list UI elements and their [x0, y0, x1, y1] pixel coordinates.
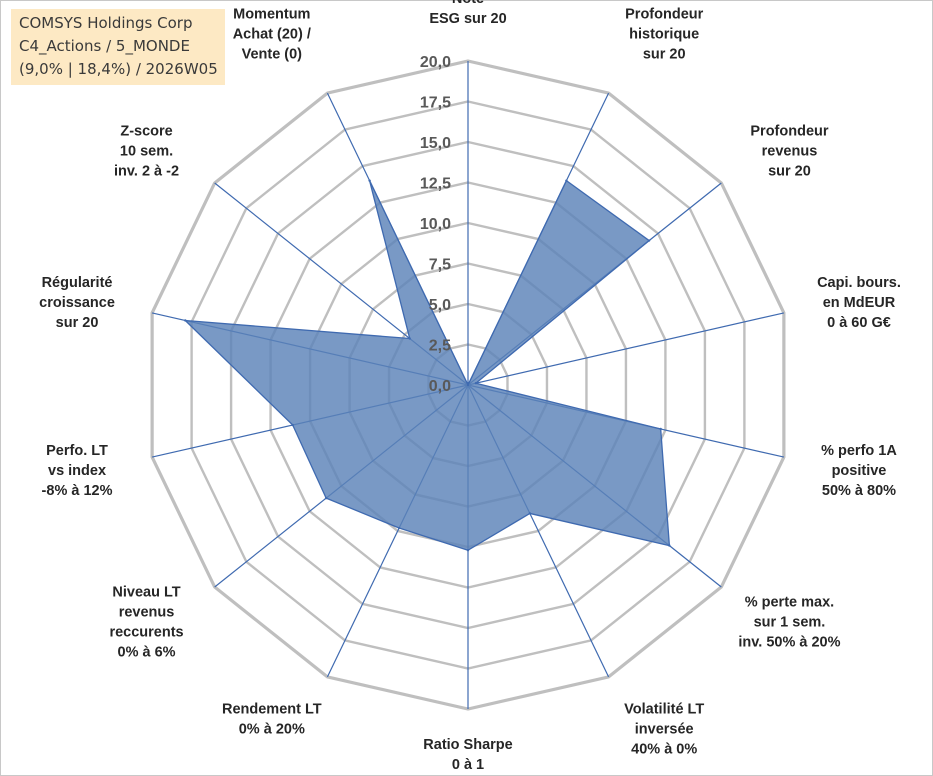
tick-label: 7,5: [429, 257, 451, 274]
axis-label: Profondeur historique sur 20: [625, 7, 703, 63]
axis-label-line: inversée: [635, 721, 694, 737]
data-point: [291, 423, 294, 427]
data-point: [368, 179, 371, 182]
axis-label-line: revenus: [762, 143, 818, 159]
title-line-company: COMSYS Holdings Corp: [19, 14, 193, 32]
axis-label-line: croissance: [39, 295, 115, 311]
axis-label-line: 40% à 0%: [631, 741, 697, 757]
tick-label: 17,5: [420, 95, 451, 112]
axis-label-line: Ratio Sharpe: [423, 737, 512, 753]
data-point: [647, 239, 651, 242]
axis-label: % perfo 1A positive 50% à 80%: [821, 443, 897, 499]
axis-label: Note ESG sur 20: [429, 0, 506, 27]
data-point: [184, 319, 187, 322]
data-point: [408, 337, 411, 340]
axis-label-line: Profondeur: [750, 123, 828, 139]
data-point: [466, 549, 470, 552]
axis-label-line: Capi. bours.: [817, 275, 901, 291]
axis-label-line: 0 à 1: [452, 757, 484, 773]
axis-label-line: Momentum: [233, 7, 310, 23]
tick-label: 12,5: [420, 176, 451, 193]
axis-label-line: Note: [452, 0, 484, 7]
tick-label: 15,0: [420, 135, 451, 152]
tick-label: 10,0: [420, 216, 451, 233]
axis-label: Rendement LT 0% à 20%: [222, 701, 322, 737]
axis-label-line: inv. 50% à 20%: [738, 635, 840, 651]
axis-label-line: inv. 2 à -2: [114, 163, 179, 179]
label-layer: Note ESG sur 20 Profondeur historique sur 20…: [39, 0, 901, 773]
axis-label-line: 0 à 60 G€: [827, 315, 891, 331]
title-line-category: C4_Actions / 5_MONDE: [19, 37, 190, 55]
axis-label-line: ESG sur 20: [429, 11, 506, 27]
axis-label-line: Z-score: [120, 123, 172, 139]
axis-label: Niveau LT revenus reccurents 0% à 6%: [109, 585, 183, 661]
data-point: [668, 544, 671, 547]
data-point: [474, 381, 478, 385]
axis-label-line: positive: [832, 463, 887, 479]
axis-label: % perte max. sur 1 sem. inv. 50% à 20%: [738, 595, 840, 651]
tick-label: 2,5: [429, 338, 451, 355]
data-point: [324, 496, 328, 500]
axis-label-line: Perfo. LT: [46, 443, 108, 459]
axis-spoke: [467, 312, 785, 386]
axis-label-line: % perfo 1A: [821, 443, 897, 459]
axis-label-line: Volatilité LT: [624, 701, 704, 717]
axis-label-line: Niveau LT: [112, 585, 180, 601]
tick-label: 20,0: [420, 54, 451, 71]
axis-label: Volatilité LT inversée 40% à 0%: [624, 701, 704, 757]
chart-title-box: COMSYS Holdings Corp C4_Actions / 5_MOND…: [11, 9, 225, 85]
axis-label: Z-score 10 sem. inv. 2 à -2: [114, 123, 179, 179]
axis-label-line: Achat (20) /: [233, 27, 311, 43]
axis-label-line: Vente (0): [242, 47, 303, 63]
axis-label-line: historique: [629, 27, 699, 43]
axis-label-line: 50% à 80%: [822, 483, 896, 499]
series-layer: [184, 179, 671, 552]
data-point: [528, 512, 532, 515]
axis-label-line: -8% à 12%: [42, 483, 113, 499]
axis-label-line: reccurents: [109, 625, 183, 641]
axis-label-line: vs index: [48, 463, 106, 479]
axis-label: Régularité croissance sur 20: [39, 275, 115, 331]
axis-label: Profondeur revenus sur 20: [750, 123, 828, 179]
data-point: [397, 526, 401, 530]
axis-label-line: revenus: [119, 605, 175, 621]
axis-label: Perfo. LT vs index -8% à 12%: [42, 443, 113, 499]
axis-label-line: sur 20: [643, 47, 686, 63]
axis-label-line: sur 20: [768, 163, 811, 179]
axis-label-line: Rendement LT: [222, 701, 322, 717]
axis-label-line: 10 sem.: [120, 143, 173, 159]
axis-label-line: sur 1 sem.: [754, 615, 826, 631]
axis-label: Ratio Sharpe 0 à 1: [423, 737, 512, 773]
data-point: [565, 179, 568, 182]
tick-label: 5,0: [429, 297, 451, 314]
tick-layer: 0,0 2,5 5,0 7,5 10,0 12,5 15,0 17,5 20,0: [420, 54, 451, 395]
axis-label-line: sur 20: [56, 315, 99, 331]
axis-label-line: Profondeur: [625, 7, 703, 23]
axis-label: Capi. bours. en MdEUR 0 à 60 G€: [817, 275, 901, 331]
tick-label: 0,0: [429, 378, 451, 395]
axis-label: Momentum Achat (20) / Vente (0): [233, 7, 311, 63]
axis-label-line: 0% à 20%: [239, 721, 305, 737]
axis-label-line: 0% à 6%: [118, 645, 176, 661]
axis-label-line: Régularité: [42, 275, 113, 291]
title-line-stats: (9,0% | 18,4%) / 2026W05: [19, 60, 218, 78]
data-point: [659, 427, 662, 431]
axis-label-line: en MdEUR: [823, 295, 896, 311]
data-point: [466, 383, 470, 387]
axis-label-line: % perte max.: [745, 595, 834, 611]
